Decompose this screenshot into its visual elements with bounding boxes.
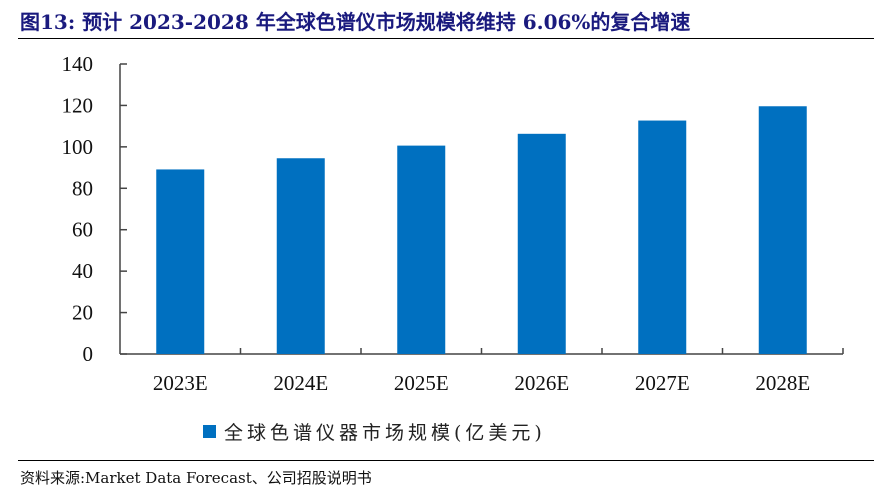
footer-divider <box>18 460 874 461</box>
y-tick-label: 60 <box>72 218 93 242</box>
y-axis: 0 20 40 60 80 100 120 140 <box>62 52 127 366</box>
x-tick-label: 2028E <box>755 371 810 395</box>
x-tick-label: 2026E <box>514 371 569 395</box>
bar-2023E <box>156 169 205 354</box>
bars <box>156 106 807 354</box>
x-tick-label: 2027E <box>635 371 690 395</box>
y-tick-label: 80 <box>72 176 93 200</box>
x-tick-label: 2024E <box>273 371 328 395</box>
figure-title: 图13: 预计 2023-2028 年全球色谱仪市场规模将维持 6.06%的复合… <box>20 10 691 34</box>
bar-2028E <box>758 106 807 354</box>
bar-2026E <box>517 133 566 354</box>
y-tick-label: 140 <box>62 52 94 76</box>
x-tick-label: 2025E <box>394 371 449 395</box>
bar-2024E <box>276 158 325 354</box>
title-divider <box>18 38 874 39</box>
y-tick-label: 100 <box>62 135 94 159</box>
x-tick-label: 2023E <box>153 371 208 395</box>
bar-2027E <box>638 120 687 354</box>
legend-label: 全球色谱仪器市场规模(亿美元) <box>224 422 546 444</box>
y-tick-label: 120 <box>62 93 94 117</box>
legend-swatch <box>203 425 216 438</box>
x-axis: 2023E 2024E 2025E 2026E 2027E 2028E <box>120 348 844 395</box>
bar-2025E <box>397 145 446 354</box>
y-tick-label: 40 <box>72 259 93 283</box>
y-tick-label: 0 <box>83 342 94 366</box>
legend: 全球色谱仪器市场规模(亿美元) <box>203 418 546 445</box>
source-note: 资料来源:Market Data Forecast、公司招股说明书 <box>20 469 372 487</box>
y-tick-label: 20 <box>72 301 93 325</box>
